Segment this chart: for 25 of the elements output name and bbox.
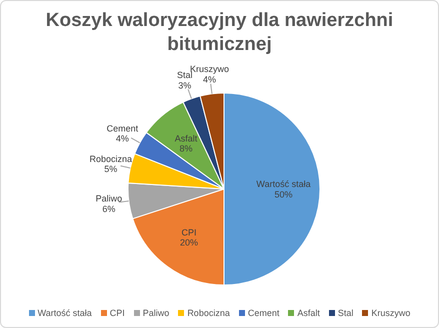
data-label: 4% <box>116 134 129 144</box>
legend-label: CPI <box>108 308 125 318</box>
slice-label: Robocizna <box>90 154 132 164</box>
data-label: 8% <box>180 144 193 154</box>
chart-title: Koszyk waloryzacyjny dla nawierzchni bitumicznej <box>44 9 394 57</box>
legend-label: Wartość stała <box>36 308 92 318</box>
legend-label: Kruszywo <box>370 308 410 318</box>
legend-label: Cement <box>246 308 280 318</box>
slice-label: CPI <box>182 227 197 238</box>
data-label: 5% <box>104 164 118 174</box>
data-label: 4% <box>202 74 216 84</box>
slice-label: Wartość stała <box>256 179 311 190</box>
slice-label: Stal <box>176 70 192 80</box>
data-label: 3% <box>178 80 192 90</box>
slice-label: Cement <box>106 123 139 134</box>
slice-label: Asfalt <box>174 133 198 144</box>
legend-label: Robocizna <box>186 308 230 318</box>
legend-label: Asfalt <box>296 308 320 318</box>
legend-label: Paliwo <box>142 308 170 318</box>
slice-label: Paliwo <box>96 194 122 204</box>
data-label: 6% <box>102 204 116 214</box>
data-label: 50% <box>274 190 293 200</box>
data-label: 20% <box>180 238 198 248</box>
slice-label: Kruszywo <box>190 64 229 74</box>
legend-label: Stal <box>336 308 354 318</box>
